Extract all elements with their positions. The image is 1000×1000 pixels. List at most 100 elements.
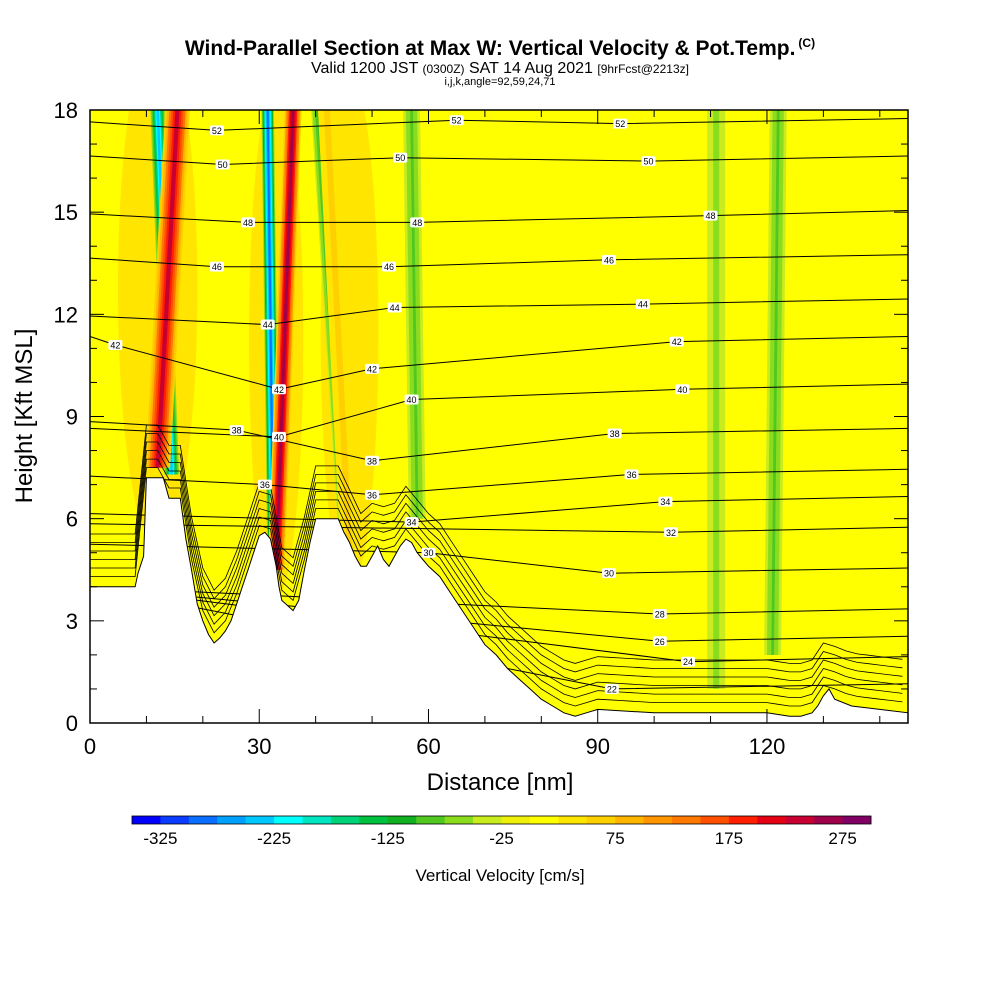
- colorbar-tick-label: 275: [828, 829, 856, 848]
- theta-label-text: 50: [395, 153, 405, 163]
- theta-label-text: 36: [367, 490, 377, 500]
- colorbar-swatch: [188, 816, 218, 824]
- theta-label-bg: [271, 431, 286, 442]
- theta-label: 34: [404, 517, 419, 528]
- colorbar-tick-label: 75: [606, 829, 625, 848]
- plume-1-band: [155, 110, 180, 468]
- theta-label-bg: [680, 656, 695, 667]
- theta-label: 50: [641, 156, 656, 167]
- theta-label-text: 46: [604, 255, 614, 265]
- theta-label: 34: [658, 496, 673, 507]
- theta-label: 44: [260, 319, 275, 330]
- theta-label-text: 30: [604, 569, 614, 579]
- theta-label: 50: [393, 152, 408, 163]
- theta-label-bg: [421, 547, 436, 558]
- theta-label-bg: [652, 609, 667, 620]
- theta-label-text: 48: [243, 218, 253, 228]
- colorbar-swatch: [757, 816, 787, 824]
- plume-2: [267, 110, 302, 570]
- colorbar-swatch: [728, 816, 758, 824]
- theta-label: 48: [703, 210, 718, 221]
- theta-label: 24: [680, 656, 695, 667]
- x-tick-label: 90: [585, 734, 609, 759]
- theta-label: 46: [381, 261, 396, 272]
- theta-label-bg: [393, 152, 408, 163]
- colorbar-tick-label: -125: [371, 829, 405, 848]
- theta-line-near-ground: [90, 433, 903, 673]
- colorbar-swatch: [700, 816, 730, 824]
- x-axis-label: Distance [nm]: [427, 769, 574, 796]
- colorbar-swatch: [302, 816, 332, 824]
- theta-label: 26: [652, 636, 667, 647]
- theta-label: 40: [404, 394, 419, 405]
- colorbar-tick-label: 175: [715, 829, 743, 848]
- plume-1: [145, 110, 190, 468]
- theta-label-bg: [607, 428, 622, 439]
- theta-label-text: 52: [212, 126, 222, 136]
- valid-time-label: Valid 1200 JST: [311, 60, 419, 77]
- theta-label-text: 32: [666, 528, 676, 538]
- colorbar-swatch: [672, 816, 701, 824]
- theta-label-bg: [387, 302, 402, 313]
- y-tick-label: 12: [54, 302, 78, 327]
- theta-label-bg: [613, 118, 628, 129]
- theta-label-text: 36: [627, 470, 637, 480]
- colorbar-swatch: [814, 816, 843, 824]
- chart-title: Wind-Parallel Section at Max W: Vertical…: [0, 36, 1000, 61]
- theta-label-bg: [410, 217, 425, 228]
- velocity-field: [117, 110, 787, 689]
- theta-label-text: 42: [672, 337, 682, 347]
- colorbar-tick-label: -225: [257, 829, 291, 848]
- theta-label-text: 42: [367, 364, 377, 374]
- colorbar-swatch: [615, 816, 645, 824]
- colorbar-swatch: [416, 816, 446, 824]
- theta-label: 42: [271, 384, 286, 395]
- theta-label: 48: [240, 217, 255, 228]
- theta-label: 42: [365, 363, 380, 374]
- theta-label-bg: [209, 125, 224, 136]
- theta-label-bg: [641, 156, 656, 167]
- theta-label: 32: [664, 527, 679, 538]
- theta-label-bg: [624, 469, 639, 480]
- theta-label-text: 38: [232, 426, 242, 436]
- theta-label-text: 42: [110, 340, 120, 350]
- y-tick-label: 9: [66, 405, 78, 430]
- colorbar-swatch: [330, 816, 360, 824]
- theta-label-text: 22: [607, 684, 617, 694]
- theta-label-text: 50: [218, 160, 228, 170]
- theta-label-text: 48: [412, 218, 422, 228]
- theta-label: 50: [215, 159, 230, 170]
- theta-label-text: 30: [423, 548, 433, 558]
- theta-label-text: 40: [274, 432, 284, 442]
- theta-label: 48: [410, 217, 425, 228]
- theta-label-bg: [240, 217, 255, 228]
- theta-label-bg: [257, 479, 272, 490]
- theta-label-bg: [229, 425, 244, 436]
- theta-label-text: 40: [677, 385, 687, 395]
- theta-label-bg: [108, 339, 123, 350]
- plume-3-band: [325, 110, 351, 553]
- theta-label-bg: [449, 115, 464, 126]
- theta-label: 52: [613, 118, 628, 129]
- theta-label: 38: [229, 425, 244, 436]
- theta-label-bg: [271, 384, 286, 395]
- theta-label: 30: [421, 547, 436, 558]
- theta-label: 42: [669, 336, 684, 347]
- theta-label-bg: [209, 261, 224, 272]
- valid-date-label: SAT 14 Aug 2021: [469, 60, 593, 77]
- theta-label: 28: [652, 609, 667, 620]
- colorbar-swatch: [529, 816, 559, 824]
- theta-label: 36: [624, 469, 639, 480]
- plume-5-down-band: [714, 110, 718, 689]
- y-tick-label: 18: [54, 98, 78, 123]
- theta-label: 52: [449, 115, 464, 126]
- colorbar-swatch: [473, 816, 502, 824]
- y-tick-label: 0: [66, 711, 78, 736]
- theta-label-bg: [404, 517, 419, 528]
- theta-label-bg: [365, 489, 380, 500]
- colorbar-swatch: [501, 816, 531, 824]
- theta-label-text: 34: [407, 518, 417, 528]
- plume-2-band: [274, 110, 295, 570]
- colorbar-swatch: [387, 816, 417, 824]
- chart-title-main: Wind-Parallel Section at Max W: Vertical…: [184, 37, 796, 60]
